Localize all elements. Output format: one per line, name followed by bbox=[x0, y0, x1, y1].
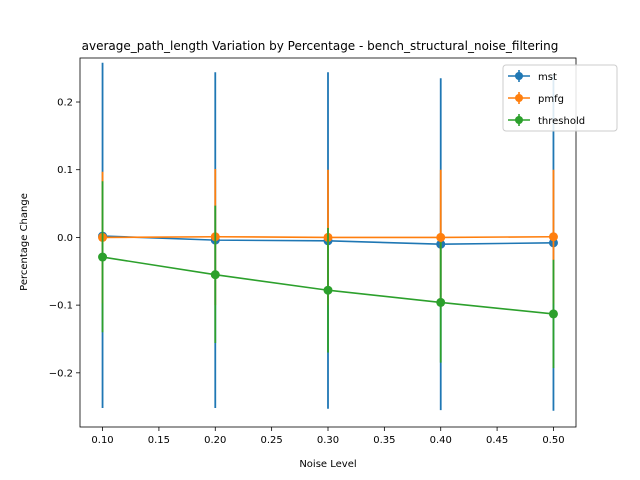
y-axis-label: Percentage Change bbox=[19, 193, 30, 291]
series-threshold bbox=[98, 181, 558, 369]
threshold-data-point bbox=[436, 297, 446, 307]
legend-label: threshold bbox=[538, 116, 585, 127]
threshold-data-point bbox=[210, 270, 220, 280]
threshold-data-point bbox=[548, 309, 558, 319]
x-axis-label: Noise Level bbox=[299, 459, 356, 470]
y-tick-label: −0.1 bbox=[49, 301, 73, 312]
x-tick-label: 0.10 bbox=[91, 435, 113, 446]
legend-marker-swatch bbox=[515, 116, 523, 124]
y-tick-label: 0.2 bbox=[57, 98, 73, 109]
x-tick-label: 0.15 bbox=[148, 435, 170, 446]
x-tick-label: 0.45 bbox=[486, 435, 508, 446]
x-axis: 0.10 0.15 0.20 0.25 0.30 0.35 0.40 0.45 0.50 bbox=[91, 427, 565, 446]
legend-box bbox=[502, 64, 618, 132]
legend-marker-swatch bbox=[515, 94, 523, 102]
x-tick-label: 0.50 bbox=[542, 435, 564, 446]
x-tick-label: 0.20 bbox=[204, 435, 226, 446]
y-tick-label: 0.1 bbox=[57, 165, 73, 176]
legend-item-mst: mst bbox=[508, 70, 557, 83]
pmfg-data-point bbox=[548, 232, 558, 242]
y-tick-label: −0.2 bbox=[49, 368, 73, 379]
x-tick-label: 0.25 bbox=[261, 435, 283, 446]
threshold-data-point bbox=[98, 252, 108, 262]
chart-title: average_path_length Variation by Percent… bbox=[82, 39, 559, 53]
x-tick-label: 0.40 bbox=[430, 435, 452, 446]
legend-marker-swatch bbox=[515, 72, 523, 80]
legend-label: mst bbox=[538, 72, 557, 83]
y-tick-label: 0.0 bbox=[57, 233, 73, 244]
pmfg-data-point bbox=[436, 232, 446, 242]
legend-label: pmfg bbox=[538, 94, 564, 105]
y-axis: −0.2 −0.1 0.0 0.1 0.2 bbox=[49, 98, 80, 379]
legend-item-pmfg: pmfg bbox=[508, 92, 564, 105]
series-layer bbox=[98, 62, 558, 411]
threshold-data-point bbox=[323, 285, 333, 295]
x-tick-label: 0.30 bbox=[317, 435, 339, 446]
x-tick-label: 0.35 bbox=[373, 435, 395, 446]
legend-item-threshold: threshold bbox=[508, 114, 585, 127]
legend: mst pmfg threshold bbox=[502, 64, 618, 132]
